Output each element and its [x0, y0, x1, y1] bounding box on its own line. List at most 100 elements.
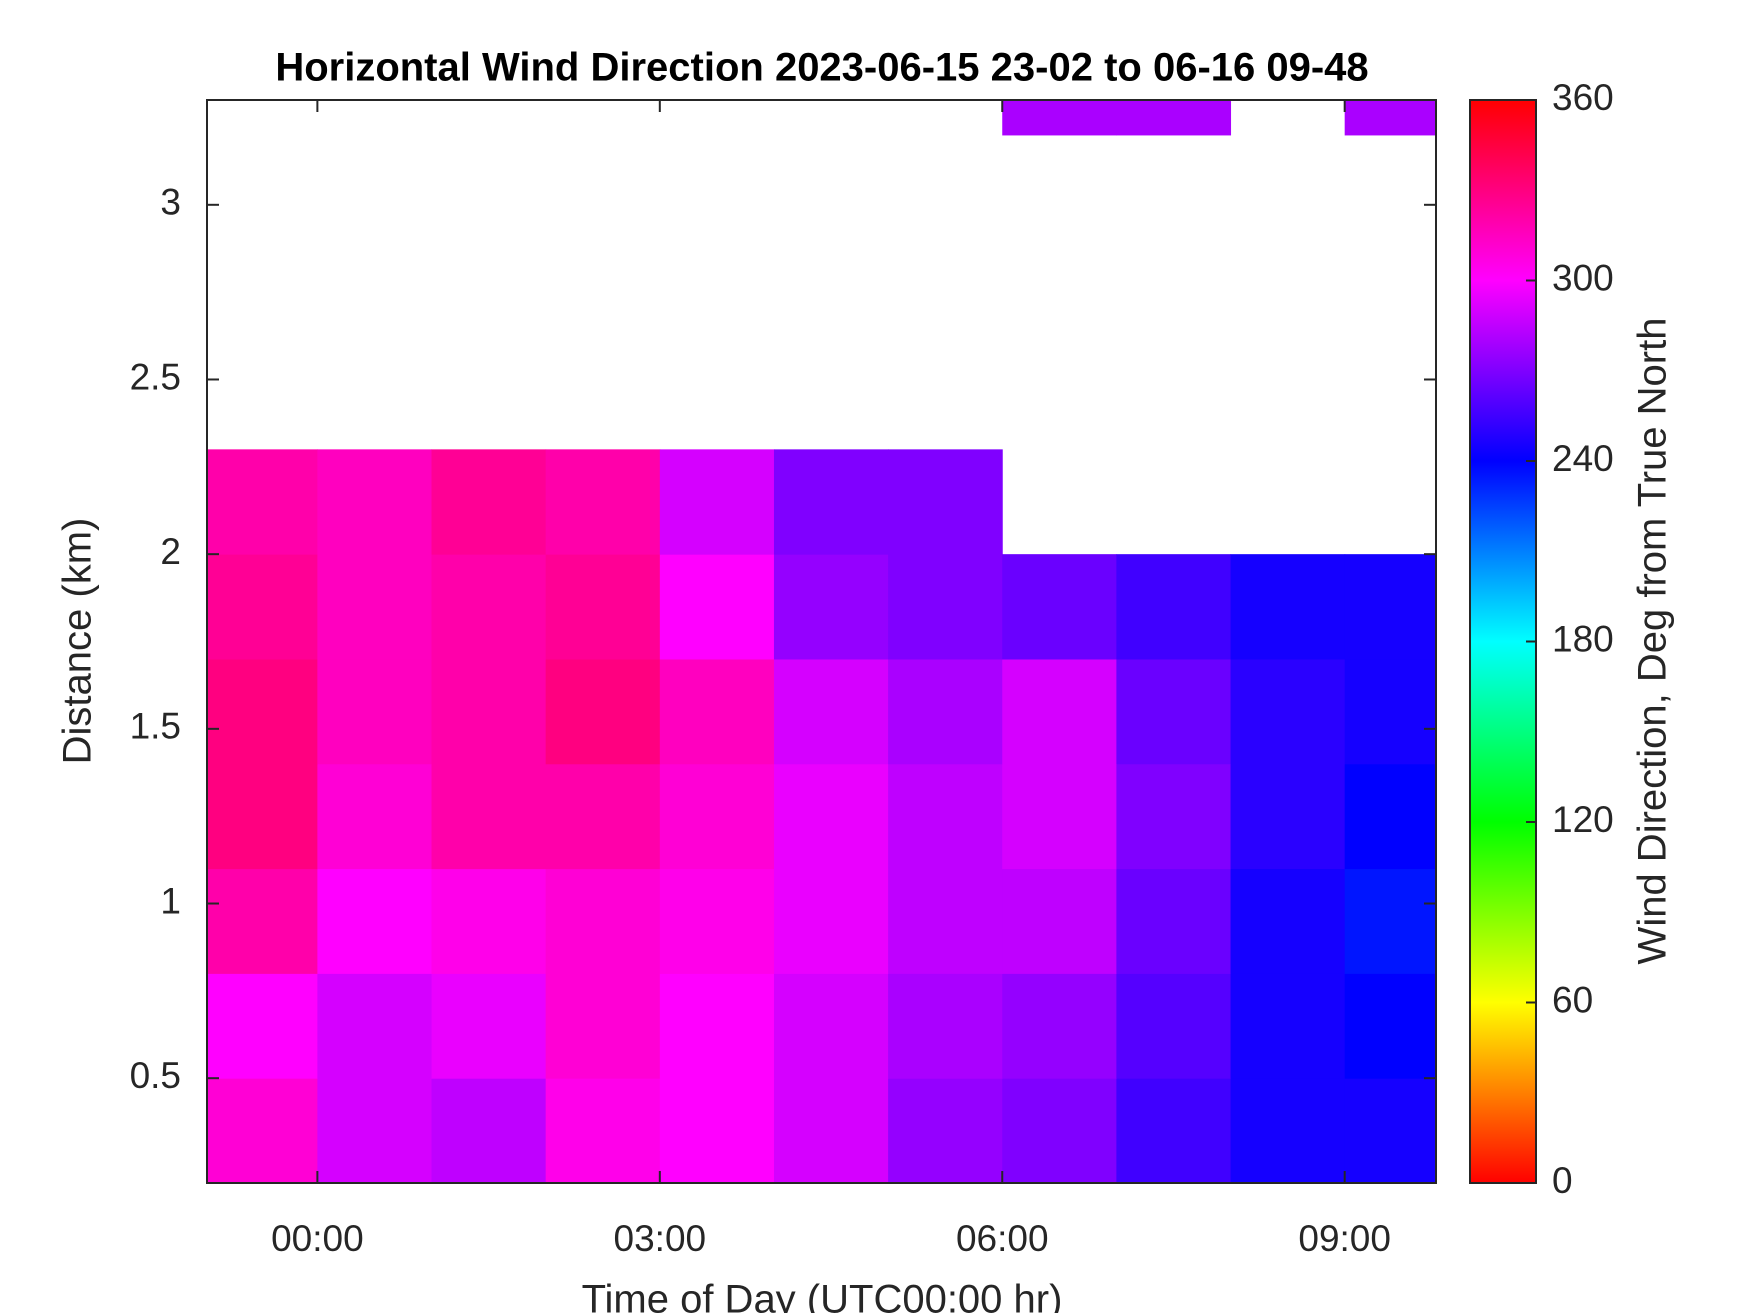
heat-cell [1344, 658, 1437, 765]
heat-cell [888, 868, 1003, 974]
heat-cell [1344, 554, 1437, 660]
colorbar-tick-label: 120 [1552, 799, 1614, 840]
colorbar-tick-label: 0 [1552, 1160, 1573, 1201]
x-tick-label: 00:00 [271, 1218, 364, 1259]
heat-cell [1230, 1078, 1346, 1184]
heat-cell [888, 1078, 1003, 1184]
heat-cell [1344, 1078, 1437, 1184]
heat-cell [1344, 100, 1437, 136]
heat-cell [1230, 868, 1346, 974]
heat-cell [1230, 763, 1346, 870]
heat-cell [1002, 868, 1117, 974]
colorbar-label: Wind Direction, Deg from True North [1631, 318, 1675, 965]
heat-cell [1344, 763, 1437, 870]
heat-cell [207, 554, 318, 660]
heat-cell [1230, 554, 1346, 660]
heat-cell [773, 449, 889, 555]
heat-cell [431, 658, 547, 765]
heat-cell [317, 449, 433, 555]
heat-cell [1116, 100, 1232, 136]
heat-cell [545, 868, 661, 974]
heat-cell [773, 868, 889, 974]
heat-cell [659, 763, 775, 870]
heat-cell [317, 658, 433, 765]
heat-cell [317, 868, 433, 974]
colorbar-tick-label: 360 [1552, 77, 1614, 118]
colorbar-tick-label: 300 [1552, 257, 1614, 298]
heat-cell [1116, 868, 1232, 974]
heat-cell [431, 868, 547, 974]
heat-cell [545, 554, 661, 660]
heat-cell [1116, 554, 1232, 660]
heat-cell [773, 658, 889, 765]
heat-cell [431, 763, 547, 870]
heat-cell [1002, 658, 1117, 765]
heat-cell [431, 1078, 547, 1184]
heat-cell [207, 973, 318, 1079]
heat-cell [1002, 1078, 1117, 1184]
heat-cell [659, 973, 775, 1079]
heat-cell [659, 1078, 775, 1184]
heat-cell [1116, 763, 1232, 870]
chart-title: Horizontal Wind Direction 2023-06-15 23-… [275, 46, 1368, 90]
heatmap [207, 100, 1437, 1184]
heat-cell [431, 554, 547, 660]
heat-cell [545, 973, 661, 1079]
heat-cell [207, 658, 318, 765]
heat-cell [317, 1078, 433, 1184]
heat-cell [317, 973, 433, 1079]
heat-cell [1116, 1078, 1232, 1184]
heat-cell [207, 1078, 318, 1184]
colorbar-tick-label: 240 [1552, 438, 1614, 479]
heat-cell [1002, 763, 1117, 870]
heat-cell [659, 554, 775, 660]
heat-cell [773, 763, 889, 870]
heat-cell [1344, 868, 1437, 974]
colorbar-tick-label: 60 [1552, 979, 1593, 1020]
x-tick-label: 09:00 [1298, 1218, 1391, 1259]
heat-cell [773, 1078, 889, 1184]
heat-cell [773, 973, 889, 1079]
x-tick-label: 06:00 [956, 1218, 1049, 1259]
heat-cell [1116, 658, 1232, 765]
colorbar [1469, 99, 1537, 1184]
colorbar-tick-label: 180 [1552, 618, 1614, 659]
y-tick-label: 1 [160, 880, 181, 921]
heat-cell [888, 973, 1003, 1079]
heat-cell [888, 658, 1003, 765]
x-axis-label: Time of Day (UTC00:00 hr) [582, 1278, 1063, 1313]
heat-cell [1230, 973, 1346, 1079]
heat-cell [317, 763, 433, 870]
heat-cell [1002, 973, 1117, 1079]
y-tick-label: 0.5 [130, 1055, 181, 1096]
heat-cell [1344, 973, 1437, 1079]
heat-cell [888, 554, 1003, 660]
heat-cell [545, 1078, 661, 1184]
y-axis-label: Distance (km) [56, 518, 100, 765]
heat-cell [1002, 100, 1117, 136]
y-tick-label: 2.5 [130, 356, 181, 397]
heat-cell [888, 763, 1003, 870]
heat-cell [545, 658, 661, 765]
heat-cell [207, 868, 318, 974]
y-tick-label: 3 [160, 182, 181, 223]
heat-cell [659, 449, 775, 555]
heat-cell [431, 449, 547, 555]
heat-cell [888, 449, 1003, 555]
heat-cell [431, 973, 547, 1079]
heat-cell [659, 868, 775, 974]
heat-cell [1116, 973, 1232, 1079]
y-tick-label: 2 [160, 531, 181, 572]
plot-frame [206, 99, 1437, 1184]
x-tick-label: 03:00 [614, 1218, 707, 1259]
heat-cell [1230, 658, 1346, 765]
heat-cell [545, 763, 661, 870]
heat-cell [773, 554, 889, 660]
heat-cell [317, 554, 433, 660]
heat-cell [207, 763, 318, 870]
y-tick-label: 1.5 [130, 706, 181, 747]
heat-cell [659, 658, 775, 765]
heat-cell [545, 449, 661, 555]
heat-cell [1002, 554, 1117, 660]
